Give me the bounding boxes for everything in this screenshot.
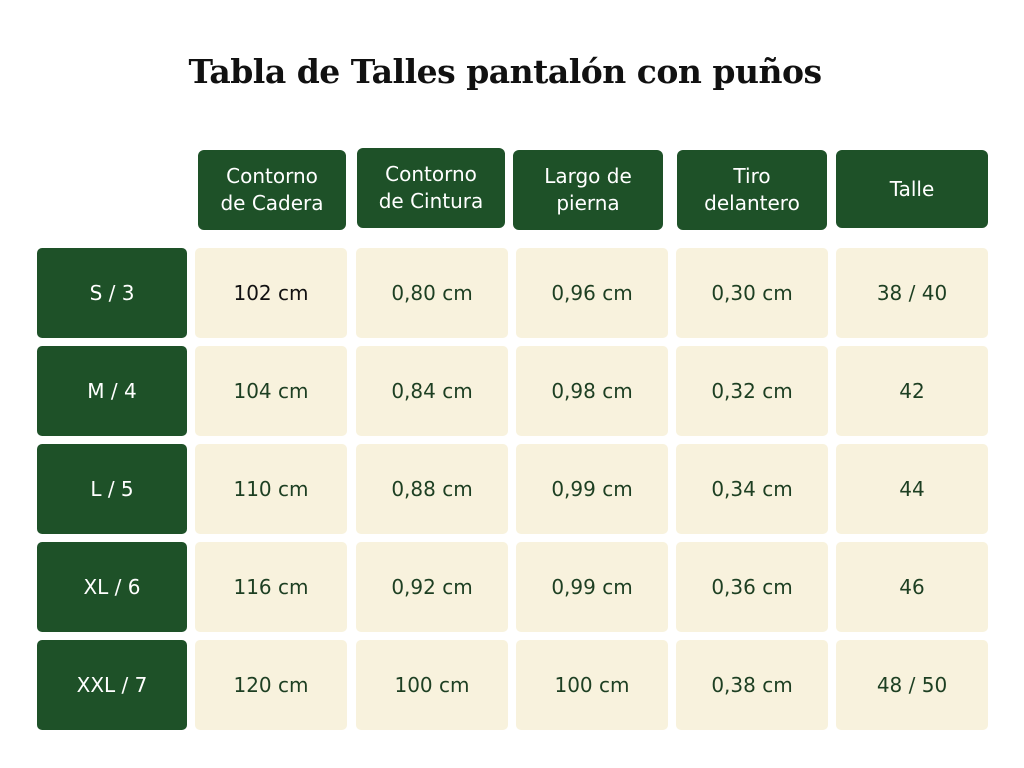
table-cell: 48 / 50 — [836, 640, 988, 730]
table-cell: 116 cm — [195, 542, 347, 632]
table-cell: 0,38 cm — [676, 640, 828, 730]
table-cell: 0,36 cm — [676, 542, 828, 632]
table-cell: 0,92 cm — [356, 542, 508, 632]
table-cell: 110 cm — [195, 444, 347, 534]
row-header-size: S / 3 — [37, 248, 187, 338]
column-header-hip: Contorno de Cadera — [198, 150, 346, 230]
table-cell: 0,80 cm — [356, 248, 508, 338]
row-header-size: M / 4 — [37, 346, 187, 436]
table-cell: 0,32 cm — [676, 346, 828, 436]
column-header-front-rise: Tiro delantero — [677, 150, 827, 230]
row-header-size: XL / 6 — [37, 542, 187, 632]
table-cell: 100 cm — [516, 640, 668, 730]
table-cell: 46 — [836, 542, 988, 632]
table-cell: 0,99 cm — [516, 444, 668, 534]
column-header-waist: Contorno de Cintura — [357, 148, 505, 228]
table-cell: 0,98 cm — [516, 346, 668, 436]
table-cell: 44 — [836, 444, 988, 534]
table-cell: 0,88 cm — [356, 444, 508, 534]
table-cell: 42 — [836, 346, 988, 436]
column-header-line: delantero — [704, 191, 800, 215]
column-header-line: de Cadera — [220, 191, 324, 215]
column-header-line: pierna — [556, 191, 620, 215]
column-header-line: de Cintura — [378, 189, 484, 213]
table-cell: 0,96 cm — [516, 248, 668, 338]
column-header-size: Talle — [836, 150, 988, 228]
table-cell: 38 / 40 — [836, 248, 988, 338]
table-cell: 104 cm — [195, 346, 347, 436]
column-header-line: Tiro — [733, 164, 771, 188]
table-cell: 100 cm — [356, 640, 508, 730]
table-cell: 120 cm — [195, 640, 347, 730]
column-header-leg-length: Largo de pierna — [513, 150, 663, 230]
page-title: Tabla de Talles pantalón con puños — [188, 52, 822, 91]
row-header-size: XXL / 7 — [37, 640, 187, 730]
table-cell: 0,84 cm — [356, 346, 508, 436]
table-cell: 102 cm — [195, 248, 347, 338]
column-header-line: Talle — [889, 176, 935, 201]
column-header-line: Contorno — [226, 164, 318, 188]
table-cell: 0,99 cm — [516, 542, 668, 632]
column-header-line: Largo de — [544, 164, 632, 188]
table-cell: 0,30 cm — [676, 248, 828, 338]
table-cell: 0,34 cm — [676, 444, 828, 534]
column-header-line: Contorno — [385, 162, 477, 186]
row-header-size: L / 5 — [37, 444, 187, 534]
